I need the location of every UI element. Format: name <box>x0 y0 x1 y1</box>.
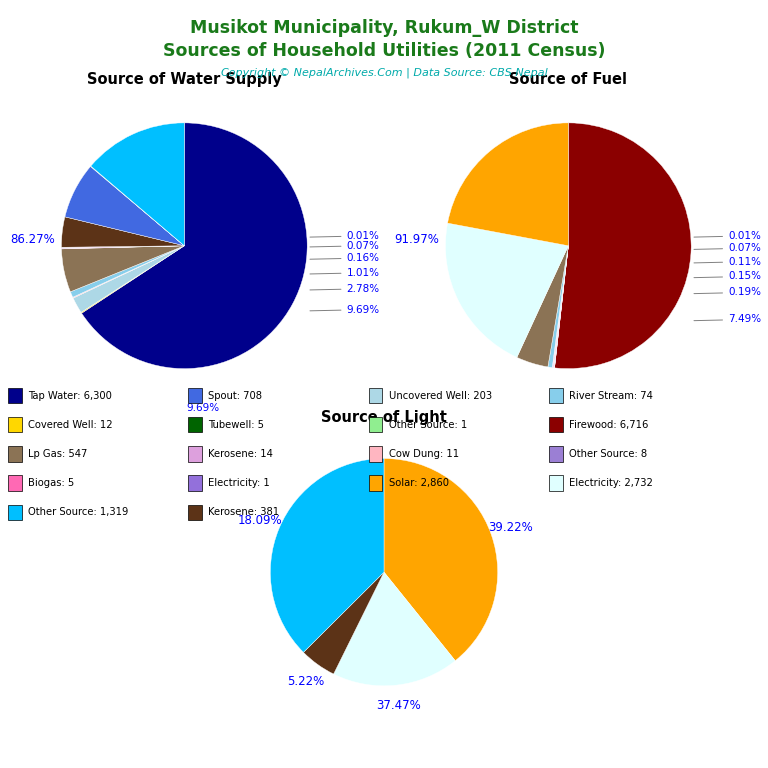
Wedge shape <box>554 123 691 369</box>
Text: 91.97%: 91.97% <box>395 233 439 246</box>
Wedge shape <box>384 458 498 660</box>
Text: Covered Well: 12: Covered Well: 12 <box>28 419 112 430</box>
Wedge shape <box>554 246 568 368</box>
Bar <box>188 505 202 520</box>
Text: 0.01%: 0.01% <box>694 231 761 241</box>
Wedge shape <box>554 246 568 368</box>
Bar <box>549 446 563 462</box>
Text: Biogas: 5: Biogas: 5 <box>28 478 74 488</box>
Wedge shape <box>554 246 568 368</box>
Text: 39.22%: 39.22% <box>488 521 533 534</box>
Text: Musikot Municipality, Rukum_W District: Musikot Municipality, Rukum_W District <box>190 19 578 37</box>
Bar <box>369 417 382 432</box>
Text: 9.69%: 9.69% <box>186 403 220 413</box>
Wedge shape <box>65 167 184 246</box>
Title: Source of Water Supply: Source of Water Supply <box>87 72 282 87</box>
Bar <box>8 475 22 491</box>
Wedge shape <box>91 166 184 246</box>
Text: 0.15%: 0.15% <box>694 271 761 282</box>
Text: Other Source: 8: Other Source: 8 <box>569 449 647 459</box>
Text: 86.27%: 86.27% <box>11 233 55 246</box>
Text: 1.01%: 1.01% <box>310 268 379 278</box>
Wedge shape <box>303 572 384 674</box>
Wedge shape <box>61 246 184 249</box>
Text: Other Source: 1: Other Source: 1 <box>389 419 467 430</box>
Text: Sources of Household Utilities (2011 Census): Sources of Household Utilities (2011 Cen… <box>163 42 605 60</box>
Text: Firewood: 6,716: Firewood: 6,716 <box>569 419 648 430</box>
Text: 37.47%: 37.47% <box>376 699 421 712</box>
Text: Tubewell: 5: Tubewell: 5 <box>208 419 264 430</box>
Bar <box>188 446 202 462</box>
Text: 0.19%: 0.19% <box>694 287 761 297</box>
Bar <box>549 475 563 491</box>
Wedge shape <box>445 223 568 357</box>
Text: Lp Gas: 547: Lp Gas: 547 <box>28 449 87 459</box>
Wedge shape <box>61 246 184 292</box>
Wedge shape <box>71 246 184 297</box>
Wedge shape <box>61 217 184 247</box>
Bar <box>549 417 563 432</box>
Text: 7.49%: 7.49% <box>694 314 761 325</box>
Text: Kerosene: 381: Kerosene: 381 <box>208 507 280 518</box>
Wedge shape <box>333 572 455 686</box>
Wedge shape <box>73 246 184 298</box>
Wedge shape <box>91 166 184 246</box>
Text: Kerosene: 14: Kerosene: 14 <box>208 449 273 459</box>
Text: 2.78%: 2.78% <box>310 283 379 294</box>
Text: Other Source: 1,319: Other Source: 1,319 <box>28 507 128 518</box>
Bar <box>188 388 202 403</box>
Text: 0.16%: 0.16% <box>310 253 379 263</box>
Title: Source of Light: Source of Light <box>321 410 447 425</box>
Text: 0.07%: 0.07% <box>310 240 379 251</box>
Text: 0.07%: 0.07% <box>694 243 761 253</box>
Bar <box>188 475 202 491</box>
Text: Copyright © NepalArchives.Com | Data Source: CBS Nepal: Copyright © NepalArchives.Com | Data Sou… <box>220 68 548 78</box>
Text: Tap Water: 6,300: Tap Water: 6,300 <box>28 390 111 401</box>
Bar <box>188 417 202 432</box>
Text: Electricity: 1: Electricity: 1 <box>208 478 270 488</box>
Title: Source of Fuel: Source of Fuel <box>509 72 627 87</box>
Bar <box>8 505 22 520</box>
Bar <box>369 388 382 403</box>
Wedge shape <box>517 246 568 367</box>
Bar <box>8 388 22 403</box>
Wedge shape <box>73 246 184 313</box>
Wedge shape <box>548 246 568 368</box>
Wedge shape <box>270 458 384 652</box>
Wedge shape <box>61 246 184 247</box>
Text: River Stream: 74: River Stream: 74 <box>569 390 653 401</box>
Text: Uncovered Well: 203: Uncovered Well: 203 <box>389 390 492 401</box>
Wedge shape <box>81 246 184 313</box>
Text: Solar: 2,860: Solar: 2,860 <box>389 478 449 488</box>
Wedge shape <box>61 246 184 249</box>
Text: 9.69%: 9.69% <box>310 305 379 315</box>
Bar <box>8 446 22 462</box>
Bar <box>549 388 563 403</box>
Text: 0.11%: 0.11% <box>694 257 761 266</box>
Text: 0.01%: 0.01% <box>310 231 379 241</box>
Wedge shape <box>552 246 568 368</box>
Text: Electricity: 2,732: Electricity: 2,732 <box>569 478 653 488</box>
Text: 5.22%: 5.22% <box>287 674 324 687</box>
Bar <box>369 446 382 462</box>
Text: Spout: 708: Spout: 708 <box>208 390 262 401</box>
Bar <box>8 417 22 432</box>
Wedge shape <box>552 246 568 368</box>
Wedge shape <box>448 123 568 246</box>
Bar <box>369 475 382 491</box>
Text: Cow Dung: 11: Cow Dung: 11 <box>389 449 458 459</box>
Wedge shape <box>91 123 184 246</box>
Text: 18.09%: 18.09% <box>238 515 283 527</box>
Wedge shape <box>81 123 307 369</box>
